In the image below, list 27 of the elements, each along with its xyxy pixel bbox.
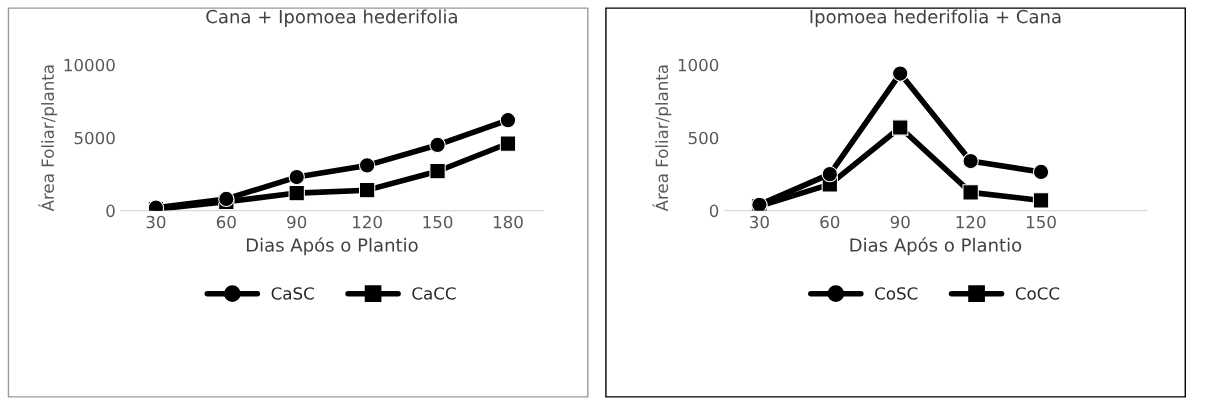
x-tick-label: 150 <box>423 215 453 229</box>
chart-title: Ipomoea hederifolia + Cana <box>810 9 1061 27</box>
legend-label: CoSC <box>875 287 918 300</box>
y-tick-label: 0 <box>106 204 115 218</box>
y-axis-title: Área Foliar/planta <box>652 65 672 212</box>
x-axis-title: Dias Após o Plantio <box>246 237 418 256</box>
chart-title: Cana + Ipomoea hederifolia <box>206 9 457 27</box>
x-tick-label: 180 <box>493 215 523 229</box>
x-tick-label: 120 <box>956 215 986 229</box>
x-tick-label: 150 <box>1026 215 1056 229</box>
y-axis-title: Área Foliar/planta <box>38 65 58 212</box>
y-tick-label: 5000 <box>74 131 115 145</box>
legend-label: CaCC <box>412 287 456 300</box>
x-tick-label: 30 <box>146 215 166 229</box>
x-tick-label: 60 <box>820 215 840 229</box>
legend-label: CoCC <box>1015 287 1060 300</box>
y-tick-label: 0 <box>709 204 719 218</box>
x-tick-label: 90 <box>890 215 910 229</box>
x-tick-label: 120 <box>353 215 382 229</box>
y-tick-label: 1000 <box>678 58 719 72</box>
y-tick-label: 500 <box>688 131 719 145</box>
x-axis-title: Dias Após o Plantio <box>850 237 1022 256</box>
legend-label: CaSC <box>271 287 314 300</box>
x-tick-label: 90 <box>287 215 307 229</box>
y-tick-label: 10000 <box>64 58 115 72</box>
x-tick-label: 60 <box>216 215 236 229</box>
x-tick-label: 30 <box>750 215 769 229</box>
